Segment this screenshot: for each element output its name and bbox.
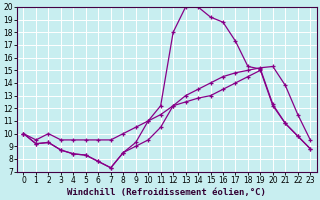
X-axis label: Windchill (Refroidissement éolien,°C): Windchill (Refroidissement éolien,°C) (68, 188, 266, 197)
